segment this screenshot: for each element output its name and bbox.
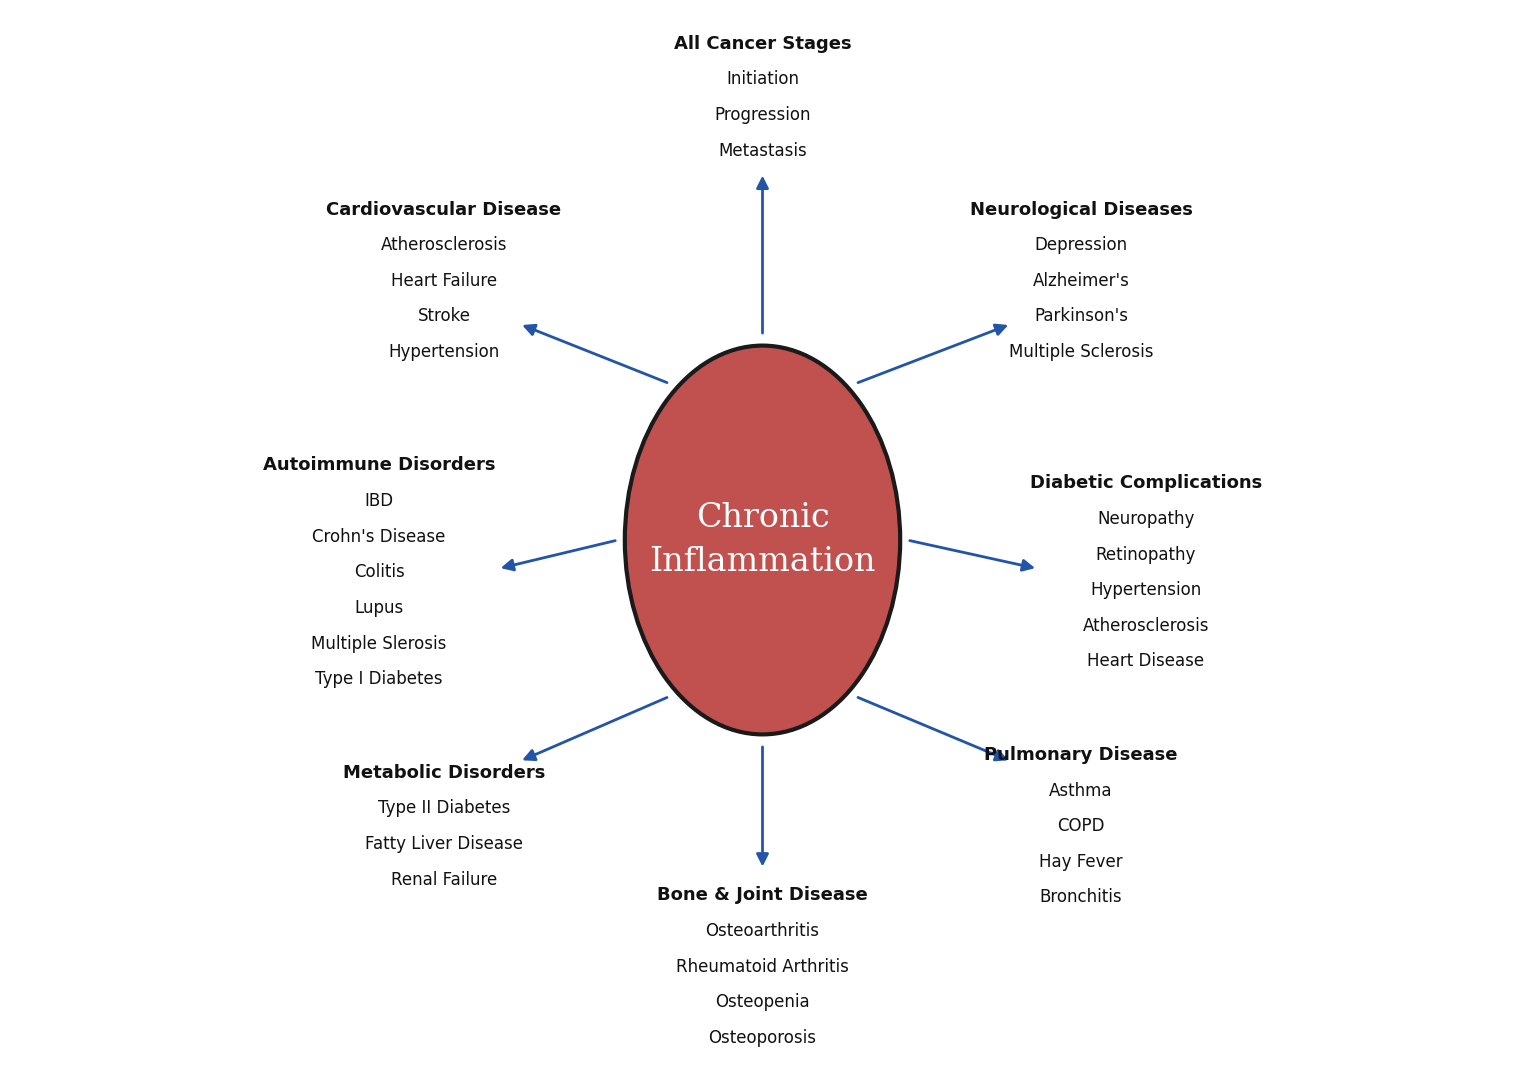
- Text: Osteopenia: Osteopenia: [715, 994, 810, 1011]
- Text: Osteoporosis: Osteoporosis: [709, 1029, 816, 1047]
- Text: Multiple Sclerosis: Multiple Sclerosis: [1010, 343, 1153, 361]
- Text: Cardiovascular Disease: Cardiovascular Disease: [326, 201, 561, 218]
- Text: Metabolic Disorders: Metabolic Disorders: [343, 764, 544, 782]
- Text: Metastasis: Metastasis: [718, 141, 807, 160]
- Text: Pulmonary Disease: Pulmonary Disease: [984, 746, 1177, 764]
- Text: Type I Diabetes: Type I Diabetes: [316, 671, 442, 688]
- Text: Depression: Depression: [1034, 237, 1127, 254]
- Text: Hypertension: Hypertension: [1090, 581, 1202, 599]
- Text: Retinopathy: Retinopathy: [1095, 545, 1196, 564]
- Text: Atherosclerosis: Atherosclerosis: [381, 237, 508, 254]
- Text: Atherosclerosis: Atherosclerosis: [1083, 617, 1209, 635]
- Text: Neuropathy: Neuropathy: [1096, 510, 1194, 528]
- Text: Alzheimer's: Alzheimer's: [1032, 272, 1130, 289]
- Text: Hay Fever: Hay Fever: [1040, 853, 1122, 870]
- Text: Colitis: Colitis: [354, 564, 404, 581]
- Text: Lupus: Lupus: [354, 599, 404, 617]
- Text: IBD: IBD: [364, 492, 393, 510]
- Text: Rheumatoid Arthritis: Rheumatoid Arthritis: [676, 958, 849, 975]
- Ellipse shape: [625, 346, 900, 734]
- Text: Bone & Joint Disease: Bone & Joint Disease: [657, 887, 868, 904]
- Text: Diabetic Complications: Diabetic Complications: [1029, 474, 1263, 492]
- Text: Heart Failure: Heart Failure: [390, 272, 497, 289]
- Text: Fatty Liver Disease: Fatty Liver Disease: [364, 835, 523, 853]
- Text: Multiple Slerosis: Multiple Slerosis: [311, 635, 447, 652]
- Text: Osteoarthritis: Osteoarthritis: [706, 922, 819, 940]
- Text: Initiation: Initiation: [726, 70, 799, 89]
- Text: Bronchitis: Bronchitis: [1040, 889, 1122, 906]
- Text: Crohn's Disease: Crohn's Disease: [313, 528, 445, 545]
- Text: Renal Failure: Renal Failure: [390, 870, 497, 889]
- Text: Type II Diabetes: Type II Diabetes: [378, 799, 509, 818]
- Text: Parkinson's: Parkinson's: [1034, 308, 1128, 325]
- Text: Chronic
Inflammation: Chronic Inflammation: [650, 502, 875, 578]
- Text: COPD: COPD: [1057, 818, 1104, 835]
- Text: Neurological Diseases: Neurological Diseases: [970, 201, 1193, 218]
- Text: Stroke: Stroke: [418, 308, 470, 325]
- Text: Heart Disease: Heart Disease: [1087, 652, 1205, 671]
- Text: All Cancer Stages: All Cancer Stages: [674, 35, 851, 53]
- Text: Autoimmune Disorders: Autoimmune Disorders: [262, 457, 496, 474]
- Text: Hypertension: Hypertension: [389, 343, 500, 361]
- Text: Asthma: Asthma: [1049, 782, 1113, 799]
- Text: Progression: Progression: [714, 106, 811, 124]
